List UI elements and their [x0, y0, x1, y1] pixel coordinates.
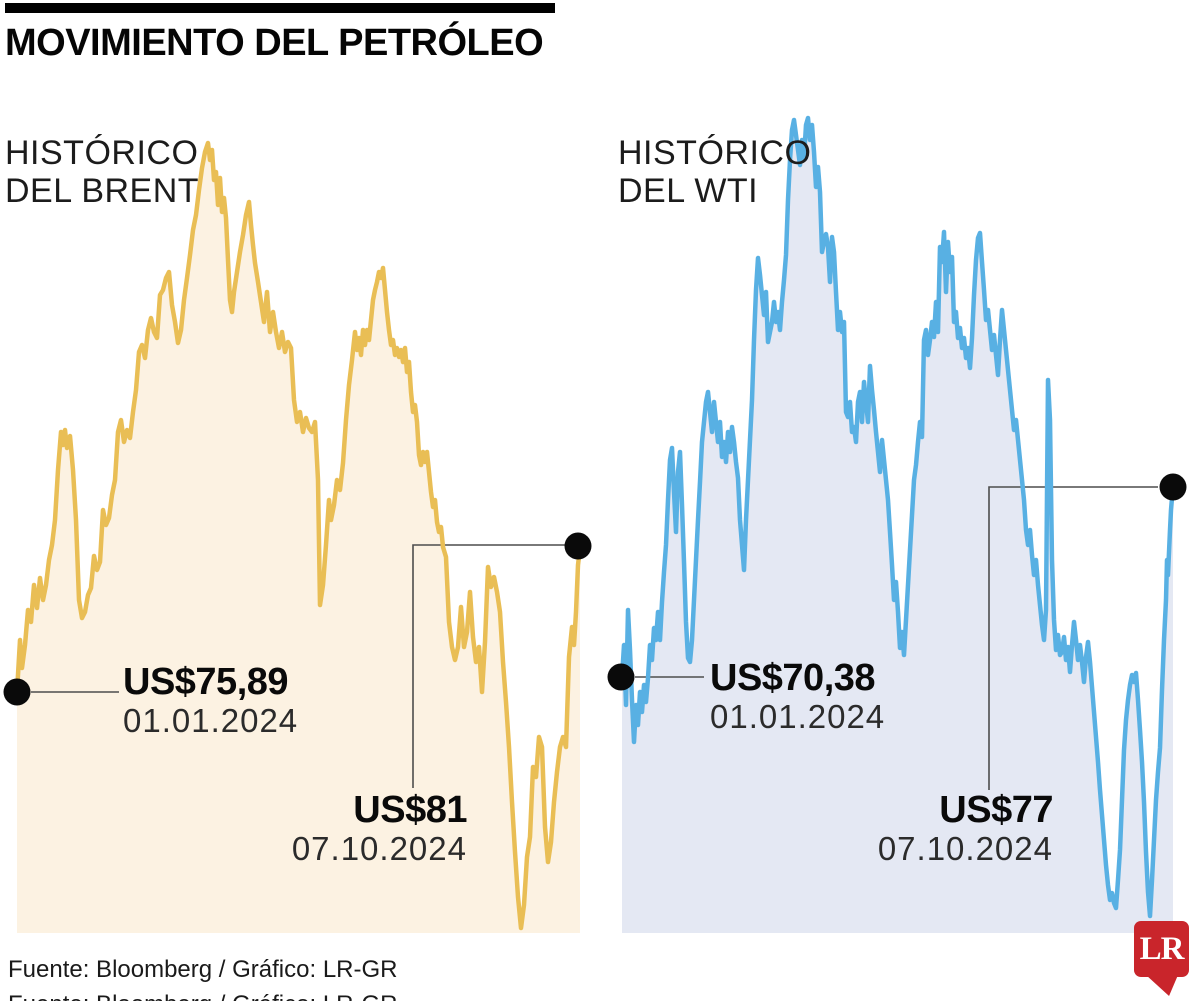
title-rule — [5, 3, 555, 13]
brent-callout-line-1 — [412, 544, 566, 788]
brent-end-date: 07.10.2024 — [291, 830, 467, 867]
wti-price-line — [619, 115, 1176, 919]
wti-start-annotation: US$70,38 01.01.2024 — [710, 659, 885, 733]
wti-end-value: US$77 — [939, 789, 1053, 831]
brent-start-date: 01.01.2024 — [123, 702, 299, 739]
brent-start-value: US$75,89 — [123, 661, 289, 703]
source-credit: Fuente: Bloomberg / Gráfico: LR-GR — [8, 956, 398, 983]
lr-logo: LR — [1134, 921, 1189, 996]
brent-anchor-dot-0 — [3, 678, 31, 706]
wti-start-value: US$70,38 — [710, 657, 876, 699]
wti-start-date: 01.01.2024 — [710, 698, 886, 735]
brent-area — [17, 143, 580, 933]
wti-chart-title: HISTÓRICO DEL WTI — [618, 134, 811, 210]
wti-title-line2: DEL WTI — [618, 172, 759, 210]
wti-anchor-dot-0 — [607, 663, 635, 691]
brent-end-value: US$81 — [353, 789, 467, 831]
brent-price-line — [14, 140, 583, 931]
wti-title-line1: HISTÓRICO — [618, 134, 812, 172]
wti-end-date: 07.10.2024 — [877, 830, 1053, 867]
wti-callout-line-1 — [988, 486, 1158, 790]
wti-area — [622, 118, 1173, 933]
brent-start-annotation: US$75,89 01.01.2024 — [123, 663, 298, 737]
wti-anchor-dot-1 — [1159, 473, 1187, 501]
brent-end-annotation: US$81 07.10.2024 — [291, 789, 468, 867]
page-title: MOVIMIENTO DEL PETRÓLEO — [5, 22, 544, 64]
brent-title-line2: DEL BRENT — [5, 172, 200, 210]
source-credit-clipped: Fuente: Bloomberg / Gráfico: LR-GR — [8, 991, 397, 1001]
brent-chart-title: HISTÓRICO DEL BRENT — [5, 134, 199, 210]
brent-anchor-dot-1 — [564, 532, 592, 560]
brent-title-line1: HISTÓRICO — [5, 134, 199, 172]
lr-logo-text: LR — [1139, 930, 1185, 967]
wti-end-annotation: US$77 07.10.2024 — [877, 789, 1054, 867]
